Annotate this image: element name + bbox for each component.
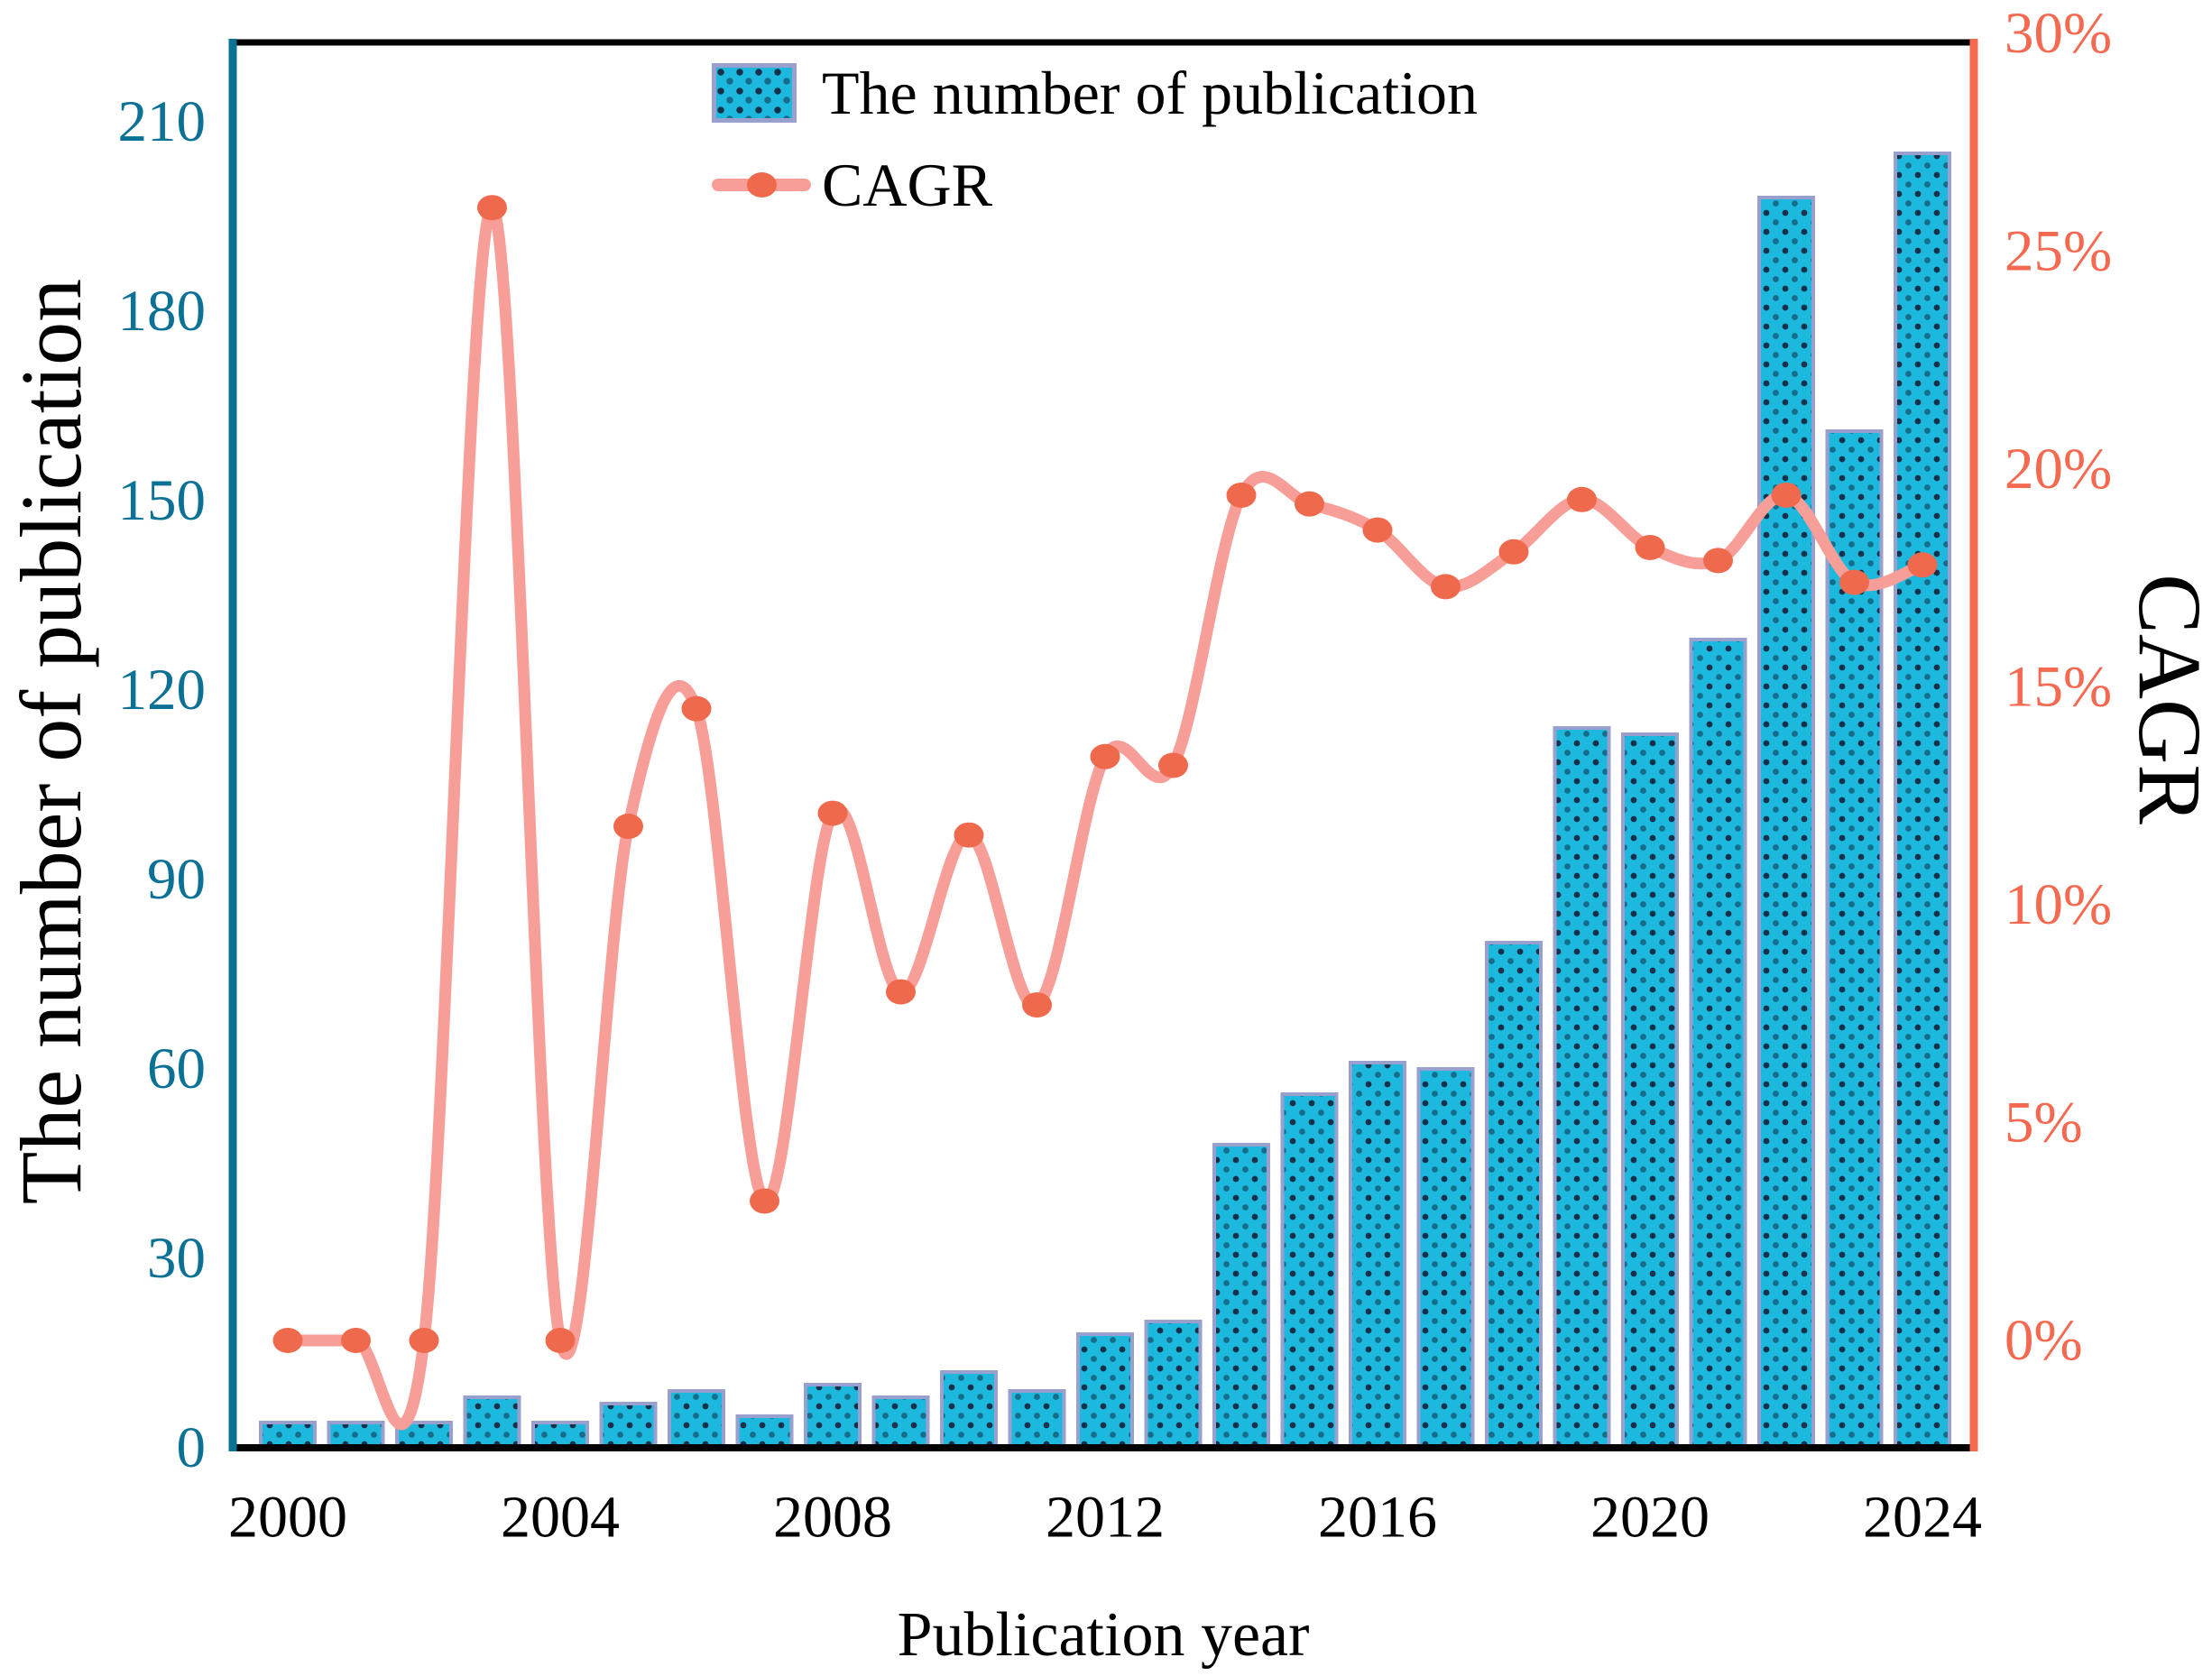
cagr-point-2014	[1226, 482, 1257, 508]
cagr-point-2003	[477, 195, 507, 221]
x-tick-label: 2024	[1863, 1485, 1982, 1551]
bar-2010	[940, 1370, 998, 1450]
bar-2007	[735, 1414, 794, 1450]
right-tick-label: 10%	[2005, 872, 2112, 937]
cagr-point-2018	[1498, 539, 1529, 565]
x-axis-title: Publication year	[897, 1600, 1310, 1670]
right-tick-label: 25%	[2005, 219, 2112, 284]
bar-2011	[1008, 1389, 1066, 1450]
cagr-point-2021	[1703, 548, 1733, 574]
cagr-point-2011	[1022, 992, 1052, 1018]
x-tick-label: 2012	[1046, 1485, 1165, 1551]
cagr-point-2013	[1158, 752, 1188, 778]
cagr-point-2010	[954, 822, 984, 848]
cagr-point-2006	[681, 695, 712, 722]
left-tick-label: 150	[118, 468, 207, 533]
cagr-point-2009	[886, 979, 916, 1005]
cagr-point-2022	[1771, 482, 1802, 508]
legend-label-cagr: CAGR	[822, 150, 992, 219]
bar-2015	[1280, 1092, 1339, 1450]
bar-2001	[327, 1421, 385, 1450]
cagr-point-2016	[1362, 517, 1393, 543]
bar-2013	[1144, 1320, 1203, 1450]
right-axis-title: CAGR	[2120, 574, 2212, 824]
right-tick-label: 0%	[2005, 1308, 2083, 1373]
right-tick-label: 30%	[2005, 1, 2112, 66]
line-marker-icon	[712, 172, 822, 198]
cagr-point-2004	[545, 1328, 576, 1353]
bar-2017	[1416, 1067, 1475, 1450]
cagr-point-2000	[272, 1328, 303, 1353]
cagr-point-2002	[409, 1328, 439, 1353]
cagr-point-2005	[613, 814, 643, 840]
bar-2005	[599, 1402, 658, 1450]
bar-2004	[531, 1421, 589, 1450]
bar-2024	[1894, 152, 1951, 1450]
cagr-point-2017	[1431, 574, 1461, 600]
cagr-point-2020	[1635, 534, 1665, 560]
bar-2019	[1553, 726, 1611, 1450]
bar-2020	[1621, 732, 1679, 1450]
left-tick-label: 210	[118, 89, 207, 154]
bar-2008	[804, 1383, 862, 1450]
legend-label-publications: The number of publication	[822, 58, 1479, 127]
bar-2003	[463, 1395, 521, 1450]
bar-2006	[668, 1389, 725, 1450]
cagr-point-2001	[341, 1328, 371, 1353]
right-tick-label: 5%	[2005, 1091, 2083, 1156]
bar-2014	[1212, 1143, 1270, 1450]
bar-2022	[1757, 196, 1815, 1450]
x-tick-label: 2008	[773, 1485, 892, 1551]
x-tick-label: 2004	[501, 1485, 620, 1551]
cagr-point-2015	[1295, 491, 1324, 517]
legend-item-publications: The number of publication	[712, 59, 1478, 127]
bar-2018	[1485, 941, 1543, 1450]
left-tick-label: 0	[177, 1415, 207, 1480]
bar-2021	[1689, 638, 1747, 1450]
cagr-point-2012	[1090, 743, 1120, 769]
cagr-point-2024	[1907, 552, 1938, 578]
legend-item-cagr: CAGR	[712, 151, 1478, 219]
legend: The number of publication CAGR	[712, 59, 1478, 247]
left-tick-label: 180	[118, 279, 207, 344]
cagr-point-2008	[817, 800, 848, 826]
cagr-point-2023	[1839, 569, 1869, 595]
x-tick-label: 2000	[228, 1485, 347, 1551]
left-tick-label: 30	[147, 1226, 206, 1291]
bar-2009	[871, 1395, 930, 1450]
bar-swatch-icon	[712, 63, 822, 123]
bar-2000	[259, 1421, 317, 1450]
left-axis-title: The number of publication	[3, 278, 99, 1205]
left-tick-label: 120	[118, 658, 207, 723]
bar-2012	[1076, 1332, 1134, 1450]
right-tick-label: 20%	[2005, 437, 2112, 502]
cagr-point-2007	[750, 1188, 779, 1214]
left-tick-label: 60	[147, 1036, 206, 1101]
cagr-point-2019	[1567, 486, 1597, 512]
x-tick-label: 2016	[1318, 1485, 1437, 1551]
right-tick-label: 15%	[2005, 655, 2112, 720]
left-tick-label: 90	[147, 847, 206, 912]
x-tick-label: 2020	[1590, 1485, 1710, 1551]
bar-2016	[1349, 1061, 1406, 1450]
